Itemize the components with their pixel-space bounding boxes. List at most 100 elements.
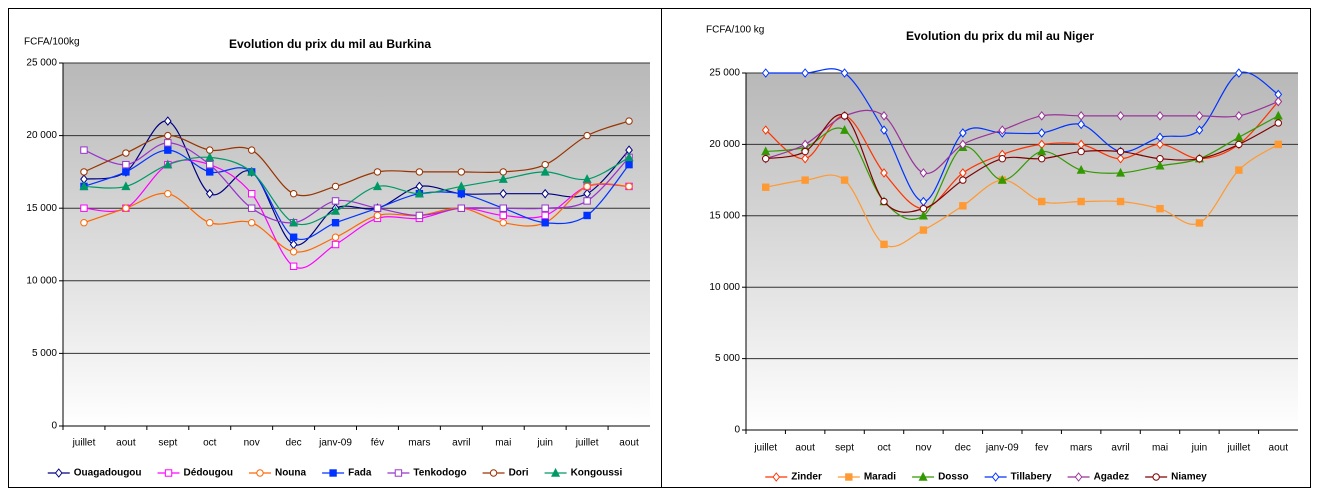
marker	[1076, 165, 1086, 174]
marker	[457, 204, 466, 212]
x-tick-label: mars	[408, 438, 430, 449]
marker	[163, 159, 173, 169]
marker	[80, 146, 88, 154]
legend-label: Ouagadougou	[74, 468, 142, 479]
marker	[289, 189, 298, 198]
marker	[1116, 167, 1126, 177]
marker	[331, 233, 340, 241]
marker	[919, 168, 928, 178]
legend-item: Nouna	[248, 468, 307, 479]
legend-label: Maradi	[864, 472, 896, 483]
marker	[498, 174, 508, 183]
legend-item: Maradi	[837, 472, 896, 483]
marker	[1152, 473, 1160, 481]
legend-item: Agadez	[1067, 472, 1129, 483]
marker	[331, 206, 341, 215]
legend-item: Tillabery	[984, 472, 1052, 483]
marker	[801, 176, 809, 184]
y-axis-label: FCFA/100kg	[24, 37, 80, 48]
legend-label: Niamey	[1171, 472, 1207, 483]
x-tick-label: avril	[452, 438, 470, 449]
chart-title: Evolution du prix du mil au Niger	[906, 29, 1094, 43]
x-tick-label: juin	[1191, 443, 1208, 454]
marker	[247, 204, 256, 212]
marker	[247, 219, 256, 227]
marker	[541, 204, 549, 212]
marker	[998, 125, 1007, 135]
y-axis-label: FCFA/100 kg	[706, 25, 764, 36]
x-tick-label: juin	[536, 438, 553, 449]
x-tick-label: juillet	[575, 438, 599, 449]
marker	[247, 189, 256, 198]
marker	[918, 471, 928, 481]
marker	[1195, 125, 1204, 135]
marker	[1273, 110, 1283, 120]
marker	[583, 182, 591, 191]
marker	[582, 174, 592, 183]
chart: FCFA/100kg Evolution du prix du mil au Bu…	[24, 37, 650, 479]
x-tick-label: juillet	[1226, 443, 1250, 454]
marker	[583, 197, 591, 205]
legend-item: Fada	[322, 468, 372, 479]
marker	[373, 204, 382, 212]
series-line	[765, 68, 1279, 203]
chart-title: Evolution du prix du mil au Burkina	[229, 37, 431, 51]
marker	[1195, 111, 1204, 121]
marker	[499, 211, 507, 220]
legend-item: Niamey	[1145, 472, 1207, 483]
x-tick-label: sept	[158, 438, 177, 449]
x-tick-label: nov	[244, 438, 260, 449]
legend-label: Tillabery	[1011, 472, 1052, 483]
marker	[1037, 146, 1047, 156]
marker	[331, 197, 340, 205]
y-tick-label: 25 000	[26, 58, 57, 69]
marker	[880, 240, 888, 249]
marker	[1116, 153, 1125, 164]
x-tick-label: avril	[1111, 443, 1129, 454]
legend-label: Dori	[509, 468, 529, 479]
y-tick-label: 25 000	[709, 68, 740, 79]
series-line	[83, 156, 630, 226]
marker	[289, 248, 298, 256]
marker	[122, 204, 130, 212]
legend-label: Tenkodogo	[413, 468, 466, 479]
marker	[164, 189, 172, 198]
legend: Ouagadougou Dédougou Nouna Fada Tenkodogo Dor…	[47, 468, 623, 479]
legend-item: Kongoussi	[544, 468, 623, 479]
x-tick-label: dec	[955, 443, 971, 454]
plot-area	[63, 63, 650, 426]
legend-item: Dédougou	[157, 468, 233, 479]
x-tick-label: aout	[795, 443, 815, 454]
marker	[289, 262, 298, 270]
marker	[289, 233, 298, 241]
y-tick-label: 15 000	[26, 203, 57, 214]
marker	[919, 204, 928, 213]
x-tick-label: sept	[835, 443, 854, 454]
legend-label: Kongoussi	[571, 468, 623, 479]
marker	[122, 160, 130, 169]
marker	[761, 125, 770, 135]
x-tick-label: mai	[495, 438, 511, 449]
marker	[762, 154, 770, 163]
x-tick-label: aout	[116, 438, 136, 449]
plot-area	[746, 73, 1298, 430]
x-tick-label: fév	[371, 438, 384, 449]
marker	[80, 204, 88, 212]
legend-label: Dédougou	[184, 468, 233, 479]
legend-label: Nouna	[275, 468, 307, 479]
marker	[840, 112, 849, 120]
marker	[329, 469, 337, 477]
x-tick-label: aout	[619, 438, 639, 449]
marker	[164, 139, 172, 147]
series-line	[765, 100, 1279, 174]
marker	[1116, 111, 1125, 121]
marker	[1037, 128, 1046, 138]
marker	[540, 166, 550, 176]
y-tick-label: 0	[51, 421, 57, 432]
legend-label: Dosso	[938, 472, 969, 483]
marker	[624, 152, 634, 162]
marker	[1038, 197, 1046, 206]
marker	[761, 68, 770, 78]
marker	[959, 202, 967, 210]
